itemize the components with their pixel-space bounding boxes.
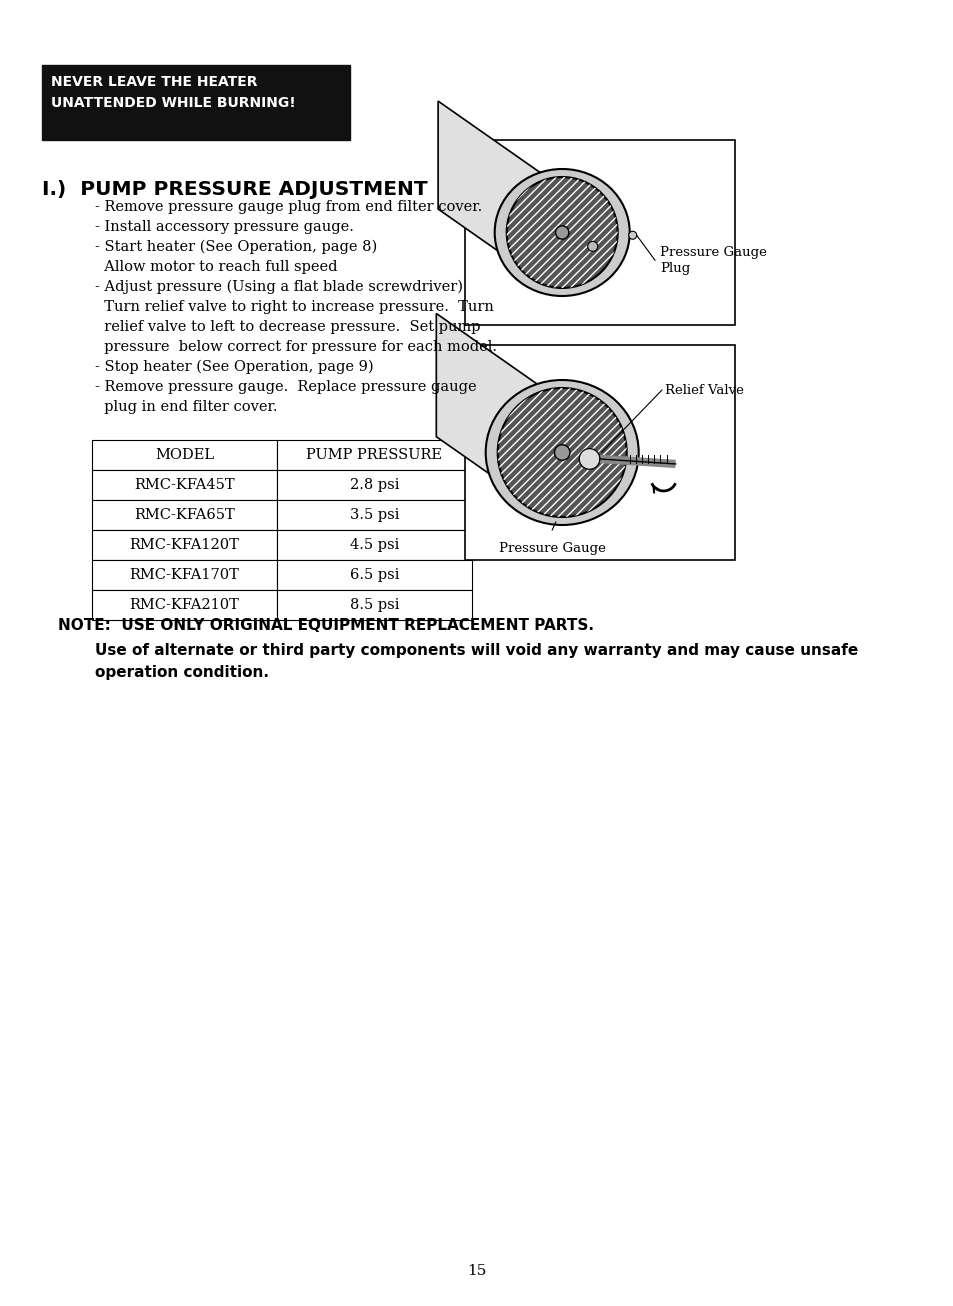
Text: RMC-KFA120T: RMC-KFA120T [130, 538, 239, 552]
Polygon shape [436, 313, 546, 515]
Text: MODEL: MODEL [154, 448, 213, 462]
Text: Turn relief valve to right to increase pressure.  Turn: Turn relief valve to right to increase p… [95, 300, 494, 313]
Bar [91, 530, 276, 560]
Ellipse shape [485, 380, 638, 525]
Circle shape [497, 388, 626, 517]
Text: plug in end filter cover.: plug in end filter cover. [95, 400, 277, 414]
Text: RMC-KFA45T: RMC-KFA45T [134, 478, 234, 492]
Ellipse shape [495, 168, 629, 296]
Text: pressure  below correct for pressure for each model.: pressure below correct for pressure for … [95, 340, 497, 354]
Bar [276, 560, 472, 590]
Text: Pressure Gauge
Plug: Pressure Gauge Plug [659, 246, 766, 274]
Bar [91, 440, 276, 470]
Bar [91, 470, 276, 500]
Text: 2.8 psi: 2.8 psi [350, 478, 399, 492]
Text: PUMP PRESSURE: PUMP PRESSURE [306, 448, 442, 462]
Text: - Adjust pressure (Using a flat blade screwdriver): - Adjust pressure (Using a flat blade sc… [95, 279, 462, 294]
Text: 4.5 psi: 4.5 psi [350, 538, 398, 552]
Circle shape [554, 445, 569, 460]
Text: operation condition.: operation condition. [95, 665, 269, 680]
Circle shape [506, 178, 617, 289]
Bar [276, 500, 472, 530]
Text: - Stop heater (See Operation, page 9): - Stop heater (See Operation, page 9) [95, 360, 374, 375]
Text: - Remove pressure gauge plug from end filter cover.: - Remove pressure gauge plug from end fi… [95, 200, 482, 214]
Circle shape [587, 242, 598, 251]
Text: 6.5 psi: 6.5 psi [350, 568, 399, 582]
Text: NOTE:  USE ONLY ORIGINAL EQUIPMENT REPLACEMENT PARTS.: NOTE: USE ONLY ORIGINAL EQUIPMENT REPLAC… [58, 618, 594, 633]
Text: RMC-KFA65T: RMC-KFA65T [134, 508, 234, 522]
Text: 15: 15 [467, 1264, 486, 1279]
Text: relief valve to left to decrease pressure.  Set pump: relief valve to left to decrease pressur… [95, 320, 480, 334]
Bar [464, 140, 734, 325]
Text: I.)  PUMP PRESSURE ADJUSTMENT: I.) PUMP PRESSURE ADJUSTMENT [42, 180, 427, 199]
Text: Use of alternate or third party components will void any warranty and may cause : Use of alternate or third party componen… [95, 643, 858, 658]
Text: RMC-KFA210T: RMC-KFA210T [130, 598, 239, 613]
Text: - Remove pressure gauge.  Replace pressure gauge: - Remove pressure gauge. Replace pressur… [95, 380, 477, 394]
Bar [42, 65, 350, 140]
Bar [276, 530, 472, 560]
Polygon shape [437, 101, 548, 286]
Text: 8.5 psi: 8.5 psi [350, 598, 399, 613]
Text: RMC-KFA170T: RMC-KFA170T [130, 568, 239, 582]
Text: 3.5 psi: 3.5 psi [350, 508, 399, 522]
Text: Pressure Gauge: Pressure Gauge [498, 542, 605, 555]
Text: - Start heater (See Operation, page 8): - Start heater (See Operation, page 8) [95, 240, 376, 255]
Bar [276, 590, 472, 620]
Text: Relief Valve: Relief Valve [664, 384, 743, 397]
Text: NEVER LEAVE THE HEATER
UNATTENDED WHILE BURNING!: NEVER LEAVE THE HEATER UNATTENDED WHILE … [51, 74, 295, 110]
Text: - Install accessory pressure gauge.: - Install accessory pressure gauge. [95, 219, 354, 234]
Circle shape [628, 231, 636, 239]
Bar [91, 560, 276, 590]
Bar [91, 500, 276, 530]
Circle shape [555, 226, 568, 239]
Bar [276, 470, 472, 500]
Circle shape [578, 449, 599, 469]
Bar [464, 345, 734, 560]
Bar [276, 440, 472, 470]
Text: Allow motor to reach full speed: Allow motor to reach full speed [95, 260, 337, 274]
Bar [91, 590, 276, 620]
